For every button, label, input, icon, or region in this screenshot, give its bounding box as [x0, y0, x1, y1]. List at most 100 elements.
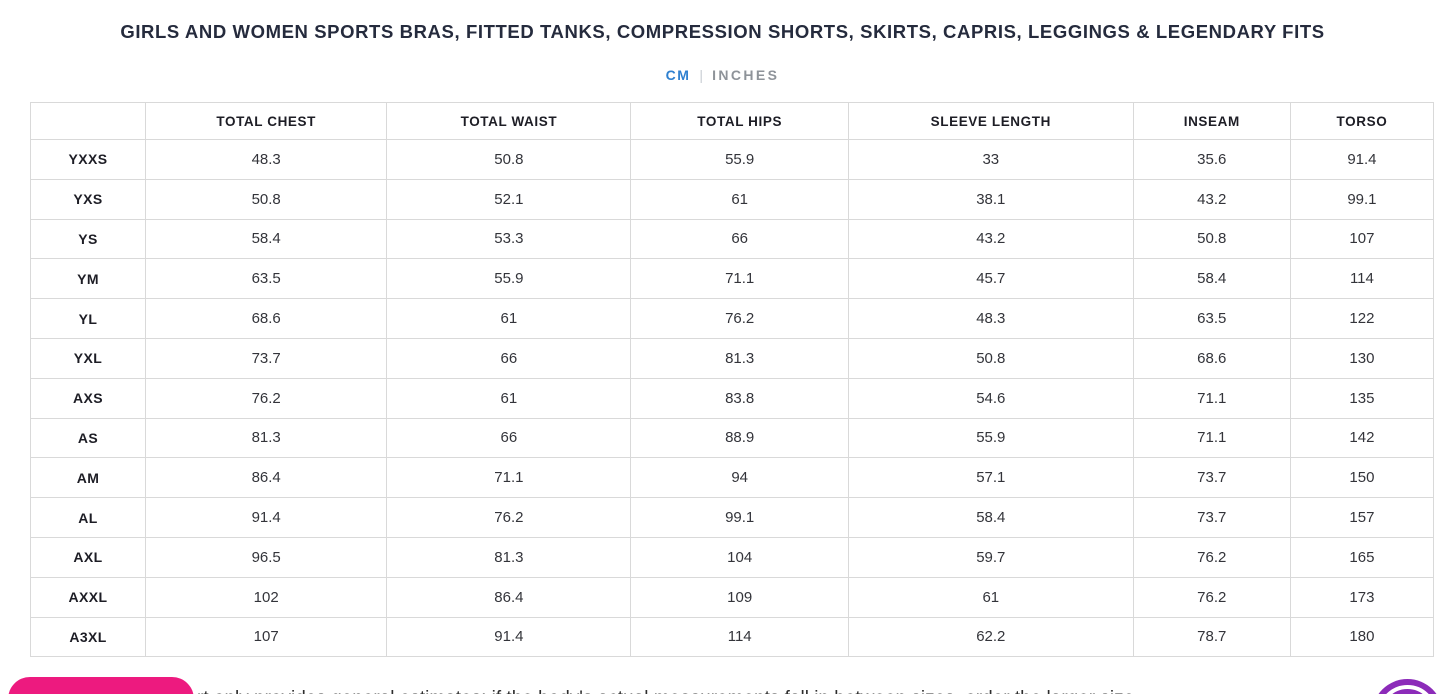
measurement-cell: 50.8: [847, 337, 1134, 379]
table-row: YL 68.6 61 76.2 48.3 63.5 122: [29, 298, 1435, 339]
size-note: rt only provides general estimates; if t…: [197, 688, 1139, 694]
table-row: YXL 73.7 66 81.3 50.8 68.6 130: [29, 337, 1435, 379]
accessibility-widget-button[interactable]: [1372, 679, 1443, 694]
unit-option-cm[interactable]: CM: [665, 67, 691, 83]
size-label: AXXL: [29, 576, 147, 618]
size-label: YXXS: [29, 139, 147, 180]
table-row: AXXL 102 86.4 109 61 76.2 173: [29, 576, 1435, 618]
unit-separator: |: [699, 67, 704, 83]
measurement-cell: 33: [847, 139, 1134, 180]
measurement-cell: 104: [630, 536, 849, 578]
measurement-cell: 107: [145, 616, 388, 658]
table-row: YXS 50.8 52.1 61 38.1 43.2 99.1: [29, 178, 1435, 220]
table-row: YM 63.5 55.9 71.1 45.7 58.4 114: [29, 258, 1435, 300]
page-title: GIRLS AND WOMEN SPORTS BRAS, FITTED TANK…: [120, 21, 1325, 42]
measurement-cell: 55.9: [386, 258, 632, 300]
accessibility-ring: [1378, 685, 1437, 694]
measurement-cell: 78.7: [1132, 616, 1291, 658]
size-table-header: TOTAL CHEST TOTAL WAIST TOTAL HIPS SLEEVE L…: [29, 102, 1435, 140]
column-header: TOTAL HIPS: [630, 102, 849, 140]
column-header: TORSO: [1289, 102, 1435, 140]
table-row: AXS 76.2 61 83.8 54.6 71.1 135: [29, 377, 1435, 419]
table-row: AM 86.4 71.1 94 57.1 73.7 150: [29, 457, 1435, 499]
size-label: AXS: [29, 377, 147, 419]
measurement-cell: 68.6: [145, 298, 388, 339]
measurement-cell: 57.1: [847, 457, 1134, 499]
measurement-cell: 38.1: [847, 178, 1134, 220]
measurement-cell: 63.5: [145, 258, 388, 300]
measurement-cell: 73.7: [1132, 457, 1291, 499]
table-row: YXXS 48.3 50.8 55.9 33 35.6 91.4: [29, 139, 1435, 180]
measurement-cell: 68.6: [1132, 337, 1291, 379]
header-row: TOTAL CHEST TOTAL WAIST TOTAL HIPS SLEEVE L…: [29, 102, 1435, 140]
table-row: AXL 96.5 81.3 104 59.7 76.2 165: [29, 536, 1435, 578]
size-label: A3XL: [29, 616, 147, 658]
measurement-cell: 43.2: [847, 218, 1134, 260]
measurement-cell: 48.3: [145, 139, 388, 180]
measurement-cell: 71.1: [1132, 377, 1291, 419]
measurement-cell: 86.4: [145, 457, 388, 499]
measurement-cell: 58.4: [847, 497, 1134, 538]
measurement-cell: 45.7: [847, 258, 1134, 300]
measurement-cell: 71.1: [630, 258, 849, 300]
measurement-cell: 55.9: [630, 139, 849, 180]
measurement-cell: 48.3: [847, 298, 1134, 339]
measurement-cell: 76.2: [630, 298, 849, 339]
measurement-cell: 81.3: [386, 536, 632, 578]
measurement-cell: 83.8: [630, 377, 849, 419]
size-table-body: YXXS 48.3 50.8 55.9 33 35.6 91.4 YXS 50.8 52.1 61 3…: [29, 139, 1435, 658]
measurement-cell: 165: [1289, 536, 1435, 578]
measurement-cell: 55.9: [847, 417, 1134, 459]
measurement-cell: 62.2: [847, 616, 1134, 658]
size-label: YS: [29, 218, 147, 260]
measurement-cell: 135: [1289, 377, 1435, 419]
column-header: TOTAL CHEST: [145, 102, 388, 140]
measurement-cell: 157: [1289, 497, 1435, 538]
size-label: YXS: [29, 178, 147, 220]
measurement-cell: 76.2: [1132, 536, 1291, 578]
measurement-cell: 173: [1289, 576, 1435, 618]
measurement-cell: 73.7: [145, 337, 388, 379]
measurement-cell: 50.8: [145, 178, 388, 220]
table-row: AL 91.4 76.2 99.1 58.4 73.7 157: [29, 497, 1435, 538]
measurement-cell: 66: [386, 337, 632, 379]
measurement-cell: 58.4: [145, 218, 388, 260]
unit-option-inches[interactable]: INCHES: [712, 67, 780, 83]
table-row: YS 58.4 53.3 66 43.2 50.8 107: [29, 218, 1435, 260]
measurement-cell: 63.5: [1132, 298, 1291, 339]
column-header: INSEAM: [1132, 102, 1291, 140]
measurement-cell: 43.2: [1132, 178, 1291, 220]
size-label: AXL: [29, 536, 147, 578]
measurement-cell: 99.1: [1289, 178, 1435, 220]
table-row: AS 81.3 66 88.9 55.9 71.1 142: [29, 417, 1435, 459]
column-header: SLEEVE LENGTH: [847, 102, 1134, 140]
measurement-cell: 61: [386, 377, 632, 419]
measurement-cell: 109: [630, 576, 849, 618]
measurement-cell: 66: [630, 218, 849, 260]
size-label: AL: [29, 497, 147, 538]
size-chart-table: TOTAL CHEST TOTAL WAIST TOTAL HIPS SLEEVE L…: [29, 102, 1435, 658]
measurement-cell: 91.4: [145, 497, 388, 538]
measurement-cell: 61: [847, 576, 1134, 618]
measurement-cell: 86.4: [386, 576, 632, 618]
measurement-cell: 91.4: [1289, 139, 1435, 180]
column-header: TOTAL WAIST: [386, 102, 632, 140]
measurement-cell: 81.3: [630, 337, 849, 379]
unit-toggle: CM | INCHES: [0, 67, 1445, 83]
measurement-cell: 50.8: [1132, 218, 1291, 260]
measurement-cell: 88.9: [630, 417, 849, 459]
rebel-rewards-button[interactable]: ✦ Rebel Rewards: [8, 677, 194, 694]
measurement-cell: 94: [630, 457, 849, 499]
measurement-cell: 96.5: [145, 536, 388, 578]
measurement-cell: 35.6: [1132, 139, 1291, 180]
measurement-cell: 102: [145, 576, 388, 618]
measurement-cell: 76.2: [145, 377, 388, 419]
measurement-cell: 52.1: [386, 178, 632, 220]
measurement-cell: 180: [1289, 616, 1435, 658]
measurement-cell: 61: [630, 178, 849, 220]
table-row: A3XL 107 91.4 114 62.2 78.7 180: [29, 616, 1435, 658]
measurement-cell: 50.8: [386, 139, 632, 180]
measurement-cell: 107: [1289, 218, 1435, 260]
size-label: YXL: [29, 337, 147, 379]
measurement-cell: 142: [1289, 417, 1435, 459]
